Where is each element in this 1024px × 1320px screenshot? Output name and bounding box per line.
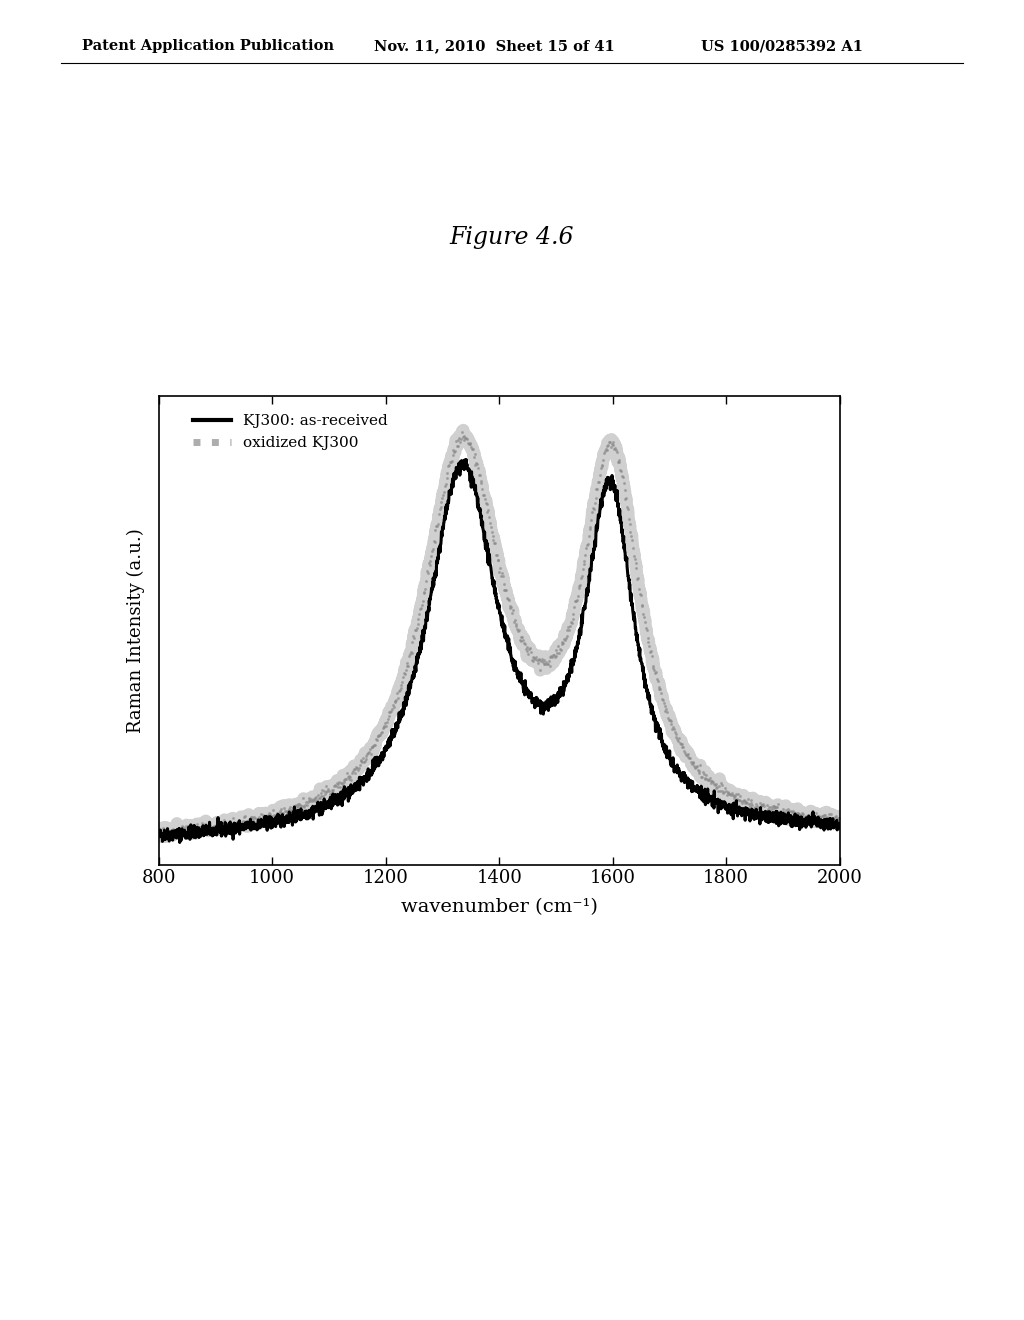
Text: Patent Application Publication: Patent Application Publication — [82, 40, 334, 53]
X-axis label: wavenumber (cm⁻¹): wavenumber (cm⁻¹) — [400, 899, 598, 916]
Text: Figure 4.6: Figure 4.6 — [450, 226, 574, 249]
Text: US 100/0285392 A1: US 100/0285392 A1 — [701, 40, 863, 53]
Y-axis label: Raman Intensity (a.u.): Raman Intensity (a.u.) — [127, 528, 144, 733]
Text: Nov. 11, 2010  Sheet 15 of 41: Nov. 11, 2010 Sheet 15 of 41 — [374, 40, 614, 53]
Legend: KJ300: as-received, oxidized KJ300: KJ300: as-received, oxidized KJ300 — [186, 408, 394, 457]
